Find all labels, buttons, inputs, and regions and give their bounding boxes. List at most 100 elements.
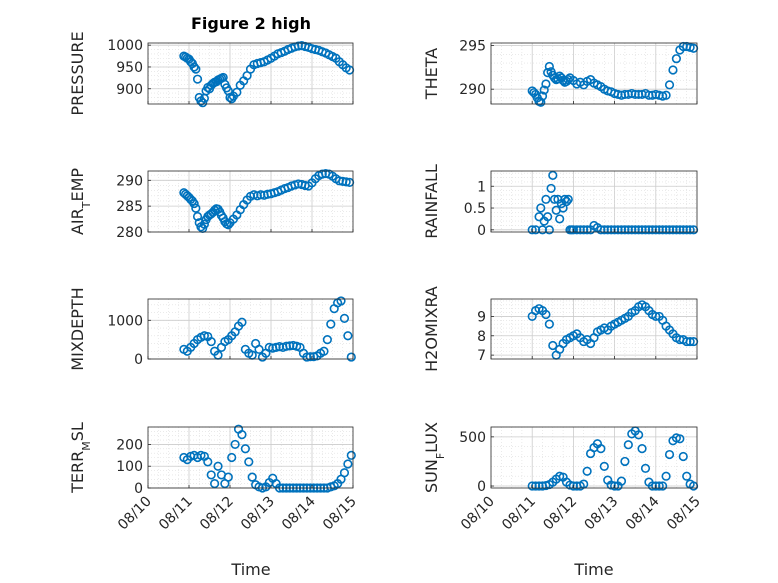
data-point <box>230 439 240 450</box>
y-tick-label: 500 <box>459 430 486 446</box>
data-point <box>609 481 620 491</box>
data-point <box>640 463 651 473</box>
data-point <box>244 457 254 467</box>
data-point <box>539 85 549 95</box>
y-tick-label: 280 <box>116 225 143 241</box>
y-tick-label: 200 <box>116 437 143 453</box>
data-point <box>343 331 353 341</box>
data-point <box>346 352 356 362</box>
subplot-h2omixra: 7 8 9 H2OMIXRA <box>422 286 699 372</box>
x-tick-label: 08/13 <box>582 494 622 534</box>
data-point <box>237 430 247 440</box>
data-point <box>546 183 556 194</box>
subplot-mixdepth: 0 1000 MIXDEPTH <box>68 287 356 371</box>
data-point <box>664 449 675 460</box>
subplot-rainfall: 0 0.5 1 RAINFALL <box>422 164 699 239</box>
data-point <box>189 198 199 209</box>
data-point <box>319 346 329 356</box>
data-point <box>685 225 695 235</box>
subplot-pressure: 900 950 1000 PRESSURE <box>68 31 355 116</box>
data-point <box>596 444 606 454</box>
y-tick-label: 0.5 <box>464 201 486 217</box>
data-point <box>563 194 573 204</box>
axes-box <box>490 42 698 105</box>
data-point <box>541 194 551 204</box>
data-point <box>548 170 558 180</box>
data-point <box>346 450 356 460</box>
y-tick-label: 290 <box>116 173 143 189</box>
data-point <box>240 444 250 454</box>
data-point <box>668 65 678 75</box>
data-point <box>223 472 233 482</box>
x-axis-label-left: Time <box>230 560 270 579</box>
y-axis-label: H2OMIXRA <box>422 286 441 372</box>
x-tick-label: 08/12 <box>540 494 580 534</box>
x-tick-label: 08/15 <box>664 494 704 534</box>
data-point <box>599 461 609 471</box>
y-tick-label: 285 <box>116 199 143 215</box>
data-point <box>203 457 213 467</box>
y-tick-label: 0 <box>477 223 486 239</box>
data-point <box>543 212 553 222</box>
data-point <box>341 177 351 187</box>
data-point <box>191 64 201 74</box>
y-tick-label: 900 <box>116 82 143 98</box>
y-tick-label: 0 <box>477 479 486 495</box>
y-axis-label: THETA <box>422 48 441 100</box>
data-point <box>671 54 682 64</box>
data-point <box>206 336 216 347</box>
data-point <box>227 452 237 463</box>
data-point <box>189 62 199 72</box>
data-point <box>634 430 644 440</box>
data-point <box>536 203 546 213</box>
data-point <box>322 335 332 345</box>
y-tick-label: 1000 <box>107 38 143 54</box>
data-point <box>198 98 208 108</box>
y-tick-label: 1000 <box>107 313 143 329</box>
data-point <box>192 211 203 222</box>
y-tick-label: 0 <box>134 352 143 368</box>
data-point <box>232 87 242 97</box>
subplot-sun-flux: 0 500 SUNFLUX 08/10 08/11 08/12 08/13 08/14 08/1… <box>422 422 704 533</box>
subplot-theta: 290 295 THETA <box>422 39 699 107</box>
y-tick-label: 950 <box>116 60 143 76</box>
data-point <box>254 344 264 354</box>
axes-box <box>490 426 698 489</box>
axes-box <box>147 170 354 233</box>
data-point <box>561 196 572 207</box>
data-point <box>548 340 558 351</box>
data-point <box>527 225 537 235</box>
data-point <box>661 471 671 481</box>
axes-box <box>147 42 354 105</box>
data-point <box>199 219 209 229</box>
data-point <box>544 319 554 329</box>
data-point <box>560 194 570 204</box>
subplot-air-temp: 280 285 290 AIRTEMP <box>68 168 355 241</box>
data-point <box>678 451 688 462</box>
y-axis-label: SUNFLUX <box>422 422 447 493</box>
y-axis-label: AIRTEMP <box>68 168 93 235</box>
data-point <box>549 194 560 204</box>
data-point <box>544 61 554 72</box>
data-point <box>343 459 353 469</box>
y-tick-label: 295 <box>459 39 486 55</box>
data-point <box>536 97 546 107</box>
y-tick-label: 1 <box>477 179 486 195</box>
x-tick-label: 08/10 <box>458 494 498 534</box>
data-point <box>661 90 671 100</box>
data-point <box>682 471 692 481</box>
y-tick-label: 100 <box>116 459 143 475</box>
x-tick-label: 08/14 <box>279 493 319 533</box>
y-tick-label: 7 <box>477 348 486 364</box>
y-tick-label: 8 <box>477 329 486 345</box>
y-axis-label: TERRMSL <box>68 422 93 494</box>
data-point <box>336 296 346 306</box>
data-point <box>563 74 573 85</box>
data-point <box>651 311 661 322</box>
data-point <box>541 309 551 320</box>
data-point <box>658 481 668 491</box>
data-point <box>541 79 551 89</box>
data-point <box>537 91 548 101</box>
data-point <box>223 220 233 230</box>
